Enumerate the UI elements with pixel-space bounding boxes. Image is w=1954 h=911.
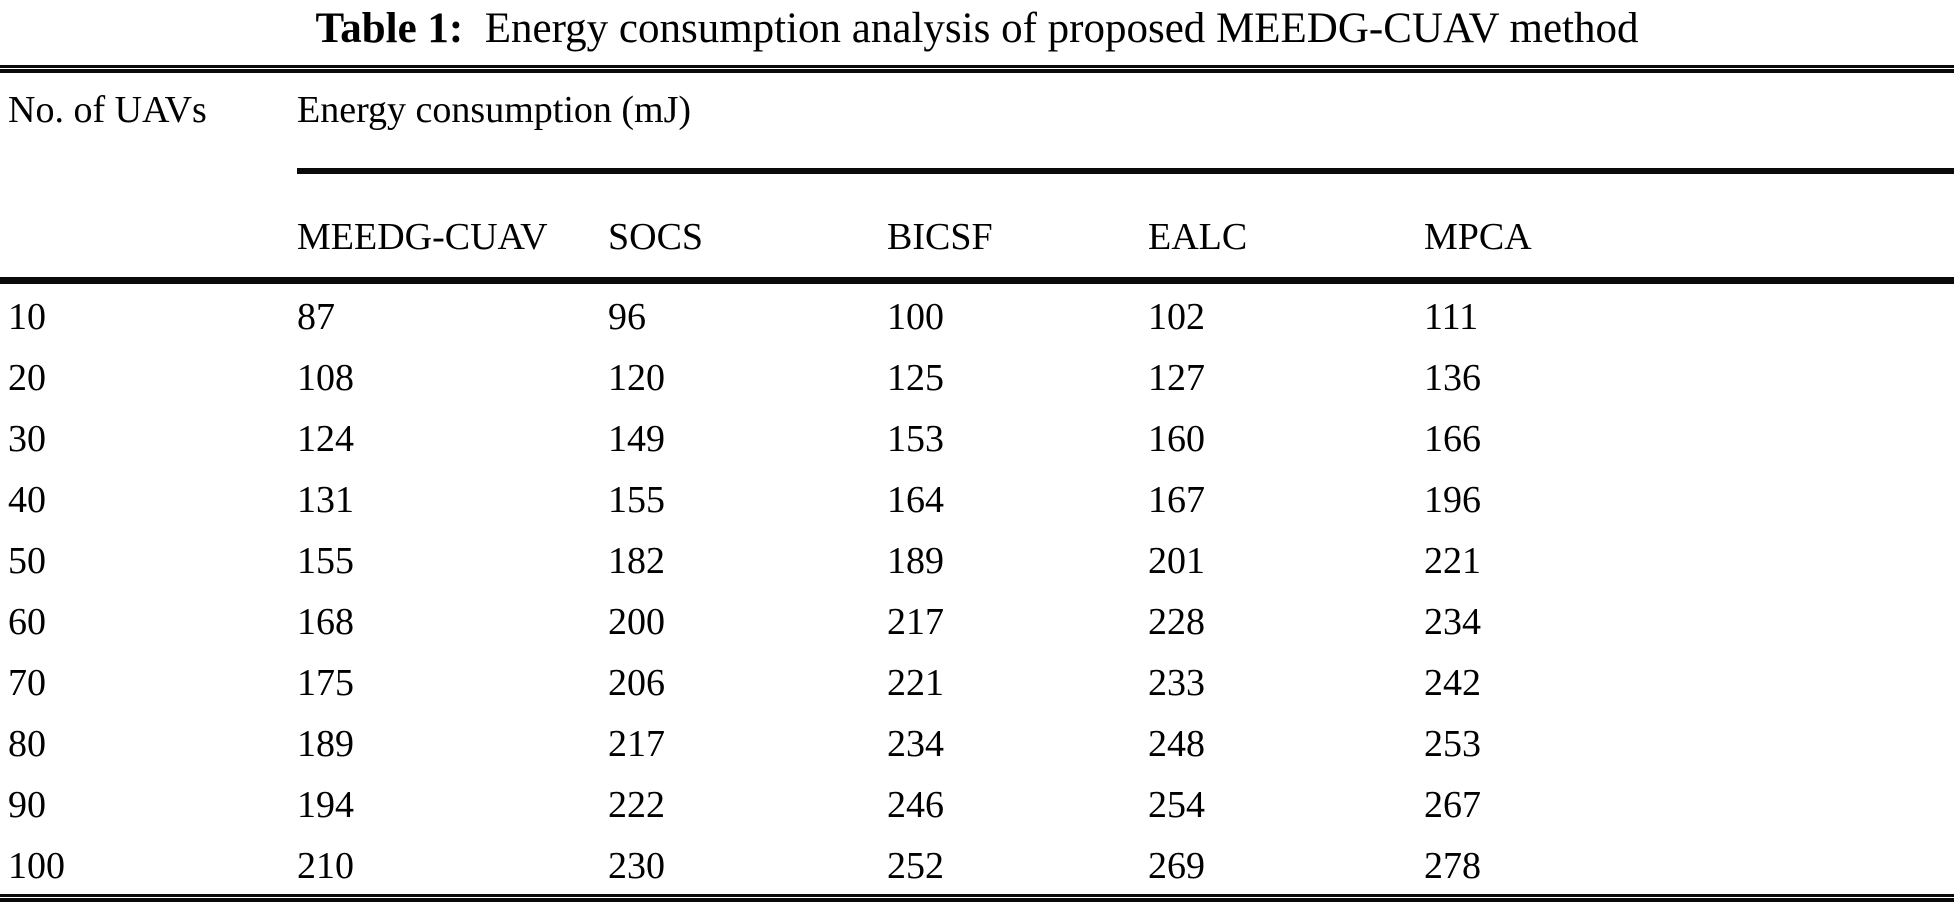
value-cell: 201 [1148, 540, 1205, 582]
value-cell: 230 [608, 845, 665, 887]
table-row: 40 131 155 164 167 196 [0, 467, 1954, 528]
table-row: 50 155 182 189 201 221 [0, 528, 1954, 589]
column-header-bicsf: BICSF [887, 174, 1148, 284]
value-cell: 196 [1424, 479, 1481, 521]
value-cell: 217 [608, 723, 665, 765]
uav-count-cell: 40 [8, 479, 46, 521]
table-caption-text [474, 5, 485, 52]
column-header-mpca: MPCA [1424, 174, 1954, 284]
value-cell: 234 [1424, 601, 1481, 643]
value-cell: 124 [297, 418, 354, 460]
uav-count-cell: 70 [8, 662, 46, 704]
value-cell: 221 [887, 662, 944, 704]
table-caption: Table 1: Energy consumption analysis of … [0, 6, 1954, 52]
value-cell: 120 [608, 357, 665, 399]
table-top-rule [0, 65, 1954, 73]
uav-count-cell: 20 [8, 357, 46, 399]
table-row: 30 124 149 153 160 166 [0, 406, 1954, 467]
table-row: 20 108 120 125 127 136 [0, 345, 1954, 406]
value-cell: 125 [887, 357, 944, 399]
value-cell: 254 [1148, 784, 1205, 826]
value-cell: 221 [1424, 540, 1481, 582]
value-cell: 194 [297, 784, 354, 826]
value-cell: 210 [297, 845, 354, 887]
uav-count-cell: 100 [8, 845, 65, 887]
table-row: 90 194 222 246 254 267 [0, 772, 1954, 833]
value-cell: 127 [1148, 357, 1205, 399]
value-cell: 164 [887, 479, 944, 521]
group-header-rule-cell [297, 168, 1954, 174]
value-cell: 200 [608, 601, 665, 643]
value-cell: 242 [1424, 662, 1481, 704]
value-cell: 228 [1148, 601, 1205, 643]
value-cell: 153 [887, 418, 944, 460]
value-cell: 269 [1148, 845, 1205, 887]
value-cell: 206 [608, 662, 665, 704]
value-cell: 253 [1424, 723, 1481, 765]
value-cell: 252 [887, 845, 944, 887]
table-header: No. of UAVs Energy consumption (mJ) MEED… [0, 73, 1954, 284]
table-caption-label: Table 1: [315, 5, 464, 52]
value-cell: 111 [1424, 296, 1479, 338]
uav-count-cell: 90 [8, 784, 46, 826]
value-cell: 166 [1424, 418, 1481, 460]
value-cell: 233 [1148, 662, 1205, 704]
corner-header-no-of-uavs: No. of UAVs [0, 73, 297, 284]
value-cell: 248 [1148, 723, 1205, 765]
column-header-row: MEEDG-CUAV SOCS BICSF EALC MPCA [0, 174, 1954, 284]
value-cell: 160 [1148, 418, 1205, 460]
paper-table-page: Table 1: Energy consumption analysis of … [0, 6, 1954, 911]
table-row: 80 189 217 234 248 253 [0, 711, 1954, 772]
column-header-meedg-cuav: MEEDG-CUAV [297, 174, 608, 284]
table-body: 10 87 96 100 102 111 20 108 120 125 127 … [0, 281, 1954, 895]
uav-count-cell: 50 [8, 540, 46, 582]
table-row: 60 168 200 217 228 234 [0, 589, 1954, 650]
value-cell: 278 [1424, 845, 1481, 887]
value-cell: 234 [887, 723, 944, 765]
value-cell: 246 [887, 784, 944, 826]
value-cell: 131 [297, 479, 354, 521]
table-row: 100 210 230 252 269 278 [0, 833, 1954, 894]
value-cell: 96 [608, 296, 646, 338]
value-cell: 217 [887, 601, 944, 643]
column-header-socs: SOCS [608, 174, 887, 284]
value-cell: 189 [887, 540, 944, 582]
value-cell: 175 [297, 662, 354, 704]
uav-count-cell: 60 [8, 601, 46, 643]
group-header-rule-row [0, 168, 1954, 174]
value-cell: 267 [1424, 784, 1481, 826]
table-row: 10 87 96 100 102 111 [0, 281, 1954, 346]
column-header-ealc: EALC [1148, 174, 1424, 284]
value-cell: 167 [1148, 479, 1205, 521]
value-cell: 155 [608, 479, 665, 521]
table-bottom-rule [0, 894, 1954, 902]
value-cell: 155 [297, 540, 354, 582]
value-cell: 102 [1148, 296, 1205, 338]
value-cell: 87 [297, 296, 335, 338]
value-cell: 182 [608, 540, 665, 582]
uav-count-cell: 80 [8, 723, 46, 765]
uav-count-cell: 30 [8, 418, 46, 460]
uav-count-cell: 10 [8, 296, 46, 338]
group-header-row: No. of UAVs Energy consumption (mJ) [0, 73, 1954, 284]
value-cell: 189 [297, 723, 354, 765]
value-cell: 149 [608, 418, 665, 460]
value-cell: 168 [297, 601, 354, 643]
energy-consumption-table: No. of UAVs Energy consumption (mJ) MEED… [0, 73, 1954, 894]
table-row: 70 175 206 221 233 242 [0, 650, 1954, 711]
value-cell: 136 [1424, 357, 1481, 399]
table-caption-title: Energy consumption analysis of proposed … [484, 5, 1639, 52]
value-cell: 222 [608, 784, 665, 826]
group-header-energy-consumption: Energy consumption (mJ) [297, 89, 692, 131]
value-cell: 108 [297, 357, 354, 399]
group-header-rule [297, 168, 1954, 174]
value-cell: 100 [887, 296, 944, 338]
